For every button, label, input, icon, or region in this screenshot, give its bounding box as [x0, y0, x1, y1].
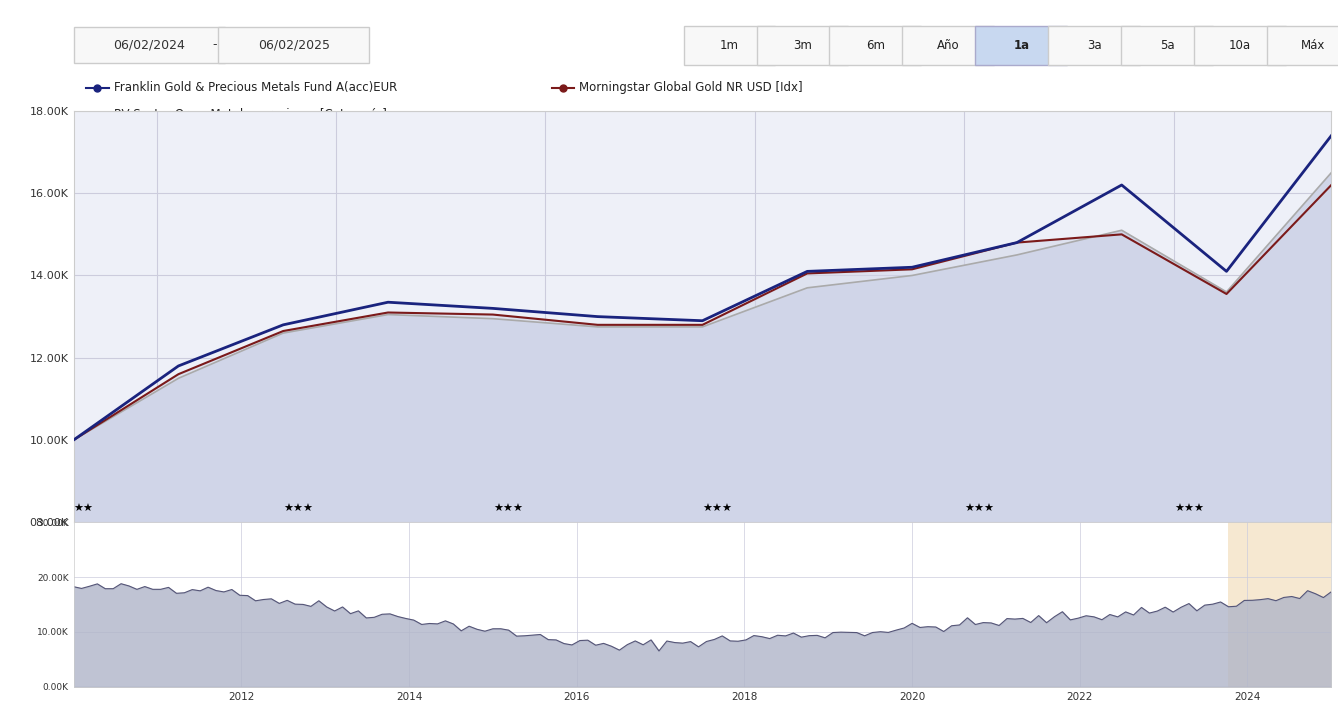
FancyBboxPatch shape	[218, 27, 369, 62]
FancyBboxPatch shape	[756, 25, 848, 65]
Text: Máx: Máx	[1301, 39, 1325, 52]
FancyBboxPatch shape	[1049, 25, 1140, 65]
FancyBboxPatch shape	[74, 27, 225, 62]
Text: 06/02/2025: 06/02/2025	[258, 38, 329, 51]
Text: ★★★: ★★★	[702, 504, 732, 514]
FancyBboxPatch shape	[1267, 25, 1338, 65]
FancyBboxPatch shape	[975, 25, 1068, 65]
Text: RV Sector Oro y Metales preciosos [Categoría]: RV Sector Oro y Metales preciosos [Categ…	[114, 108, 387, 121]
Text: 10a: 10a	[1230, 39, 1251, 52]
Text: 1m: 1m	[720, 39, 739, 52]
Text: ★★★: ★★★	[1175, 504, 1204, 514]
Text: 1a: 1a	[1013, 39, 1029, 52]
Text: ★★★: ★★★	[284, 504, 313, 514]
Text: Morningstar Global Gold NR USD [Idx]: Morningstar Global Gold NR USD [Idx]	[579, 81, 803, 94]
FancyBboxPatch shape	[684, 25, 776, 65]
Text: -: -	[213, 38, 217, 51]
Text: Franklin Gold & Precious Metals Fund A(acc)EUR: Franklin Gold & Precious Metals Fund A(a…	[114, 81, 397, 94]
Text: 3m: 3m	[793, 39, 812, 52]
Text: 6m: 6m	[866, 39, 884, 52]
Text: Año: Año	[937, 39, 959, 52]
Text: ★★★: ★★★	[492, 504, 523, 514]
Text: ★★: ★★	[74, 504, 94, 514]
Text: ★★★: ★★★	[965, 504, 994, 514]
FancyBboxPatch shape	[830, 25, 922, 65]
Text: 5a: 5a	[1160, 39, 1175, 52]
FancyBboxPatch shape	[1195, 25, 1286, 65]
FancyBboxPatch shape	[902, 25, 994, 65]
Text: 06/02/2024: 06/02/2024	[114, 38, 185, 51]
FancyBboxPatch shape	[1121, 25, 1214, 65]
Bar	[1228, 523, 1331, 687]
Text: 3a: 3a	[1086, 39, 1101, 52]
